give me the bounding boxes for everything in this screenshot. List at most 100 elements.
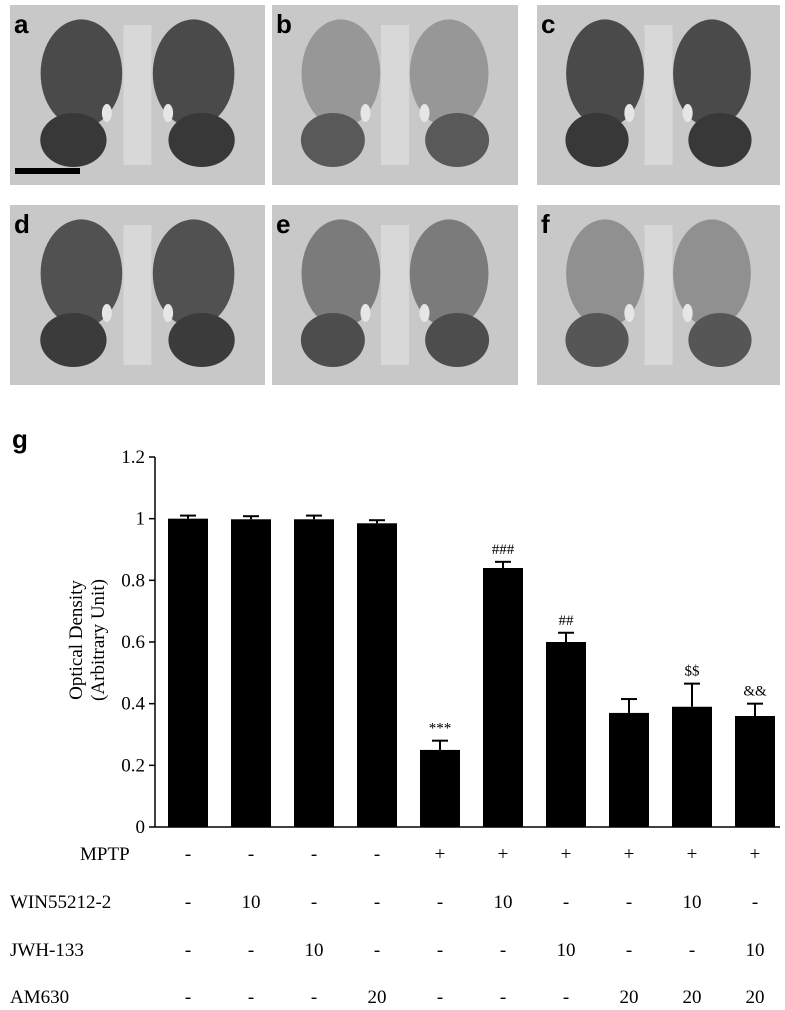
y-axis-label: Optical Density	[66, 580, 87, 700]
ventral-region	[168, 313, 235, 367]
treatment-cell: -	[248, 844, 254, 865]
ventricle	[419, 304, 430, 322]
treatment-cell: +	[750, 844, 761, 865]
ventral-region	[565, 113, 629, 167]
treatment-cell: 10	[494, 892, 513, 913]
ventral-region	[425, 313, 490, 367]
y-tick-label: 0.2	[121, 755, 145, 776]
treatment-cell: 20	[620, 987, 639, 1008]
y-tick-label: 0.6	[121, 632, 145, 653]
significance-label: &&	[743, 684, 767, 700]
bar	[168, 518, 208, 827]
image-panel: e	[272, 205, 518, 385]
significance-label: ##	[559, 613, 575, 629]
treatment-cell: -	[689, 940, 695, 961]
y-axis-label: (Arbitrary Unit)	[88, 579, 109, 701]
midline	[644, 25, 673, 165]
midline	[381, 225, 409, 365]
bar	[483, 568, 523, 827]
treatment-cell: -	[752, 892, 758, 913]
ventricle	[163, 104, 174, 122]
image-panel: d	[10, 205, 265, 385]
treatment-cell: -	[437, 987, 443, 1008]
bar	[231, 519, 271, 827]
treatment-cell: -	[311, 892, 317, 913]
treatment-name: MPTP	[80, 844, 130, 865]
ventricle	[360, 304, 371, 322]
midline	[123, 225, 152, 365]
ventral-region	[300, 113, 365, 167]
bar	[294, 519, 334, 827]
midline	[644, 225, 673, 365]
treatment-cell: -	[185, 987, 191, 1008]
treatment-cell: -	[185, 892, 191, 913]
striatum	[152, 219, 235, 328]
ventral-region	[688, 313, 752, 367]
treatment-name: JWH-133	[10, 940, 84, 961]
treatment-cell: -	[248, 940, 254, 961]
striatum	[409, 219, 489, 328]
treatment-cell: -	[374, 844, 380, 865]
bar	[357, 523, 397, 827]
y-tick-label: 0.8	[121, 570, 145, 591]
treatment-name: AM630	[10, 987, 69, 1008]
ventricle	[624, 104, 635, 122]
midline	[381, 25, 409, 165]
bar	[609, 712, 649, 827]
ventricle	[101, 104, 112, 122]
treatment-cell: 10	[683, 892, 702, 913]
treatment-cell: -	[500, 987, 506, 1008]
bar	[672, 706, 712, 827]
striatum	[566, 19, 644, 128]
treatment-cell: 10	[305, 940, 324, 961]
midline	[123, 25, 152, 165]
bar	[546, 642, 586, 827]
treatment-cell: 10	[557, 940, 576, 961]
treatment-cell: -	[626, 892, 632, 913]
significance-label: ***	[429, 721, 452, 737]
striatum	[40, 19, 123, 128]
ventral-region	[168, 113, 235, 167]
treatment-cell: 20	[683, 987, 702, 1008]
striatum	[673, 219, 751, 328]
treatment-cell: -	[626, 940, 632, 961]
ventricle	[624, 304, 635, 322]
scale-bar	[15, 168, 80, 174]
significance-label: $$	[685, 664, 701, 680]
panel-label: c	[541, 9, 555, 39]
treatment-cell: -	[311, 844, 317, 865]
treatment-cell: -	[374, 940, 380, 961]
ventral-region	[425, 113, 490, 167]
treatment-cell: -	[437, 940, 443, 961]
ventral-region	[688, 113, 752, 167]
striatum	[301, 219, 381, 328]
ventricle	[682, 304, 693, 322]
treatment-cell: -	[311, 987, 317, 1008]
ventricle	[360, 104, 371, 122]
ventricle	[163, 304, 174, 322]
striatum	[673, 19, 751, 128]
ventricle	[101, 304, 112, 322]
significance-label: ###	[492, 542, 515, 558]
ventral-region	[300, 313, 365, 367]
image-panel: c	[537, 5, 780, 185]
ventral-region	[40, 113, 107, 167]
treatment-cell: -	[185, 940, 191, 961]
panel-label: e	[276, 209, 290, 239]
panel-label: f	[541, 209, 550, 239]
treatment-cell: 20	[746, 987, 765, 1008]
treatment-cell: -	[185, 844, 191, 865]
ventral-region	[40, 313, 107, 367]
ventricle	[682, 104, 693, 122]
striatum	[566, 219, 644, 328]
y-tick-label: 1.2	[121, 447, 145, 468]
striatum	[152, 19, 235, 128]
panel-label: g	[12, 424, 28, 454]
treatment-cell: -	[437, 892, 443, 913]
treatment-cell: -	[248, 987, 254, 1008]
panel-label: a	[14, 9, 29, 39]
treatment-cell: 20	[368, 987, 387, 1008]
image-panel: b	[272, 5, 518, 185]
treatment-cell: 10	[242, 892, 261, 913]
ventricle	[419, 104, 430, 122]
